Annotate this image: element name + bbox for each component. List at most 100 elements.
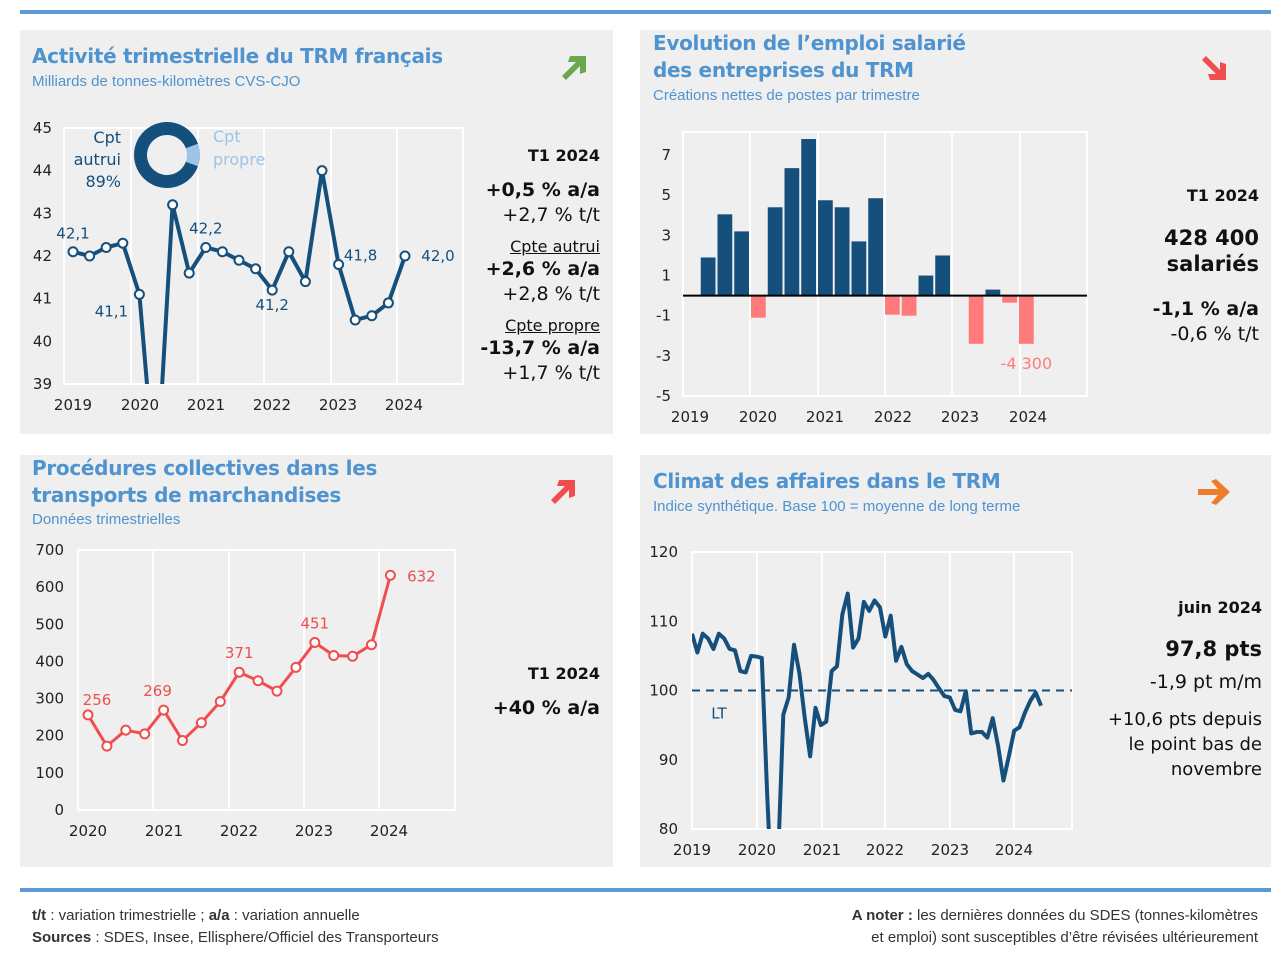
- x-tick-label: 2024: [370, 822, 408, 840]
- note-text: les dernières données du SDES (tonnes-ki…: [912, 907, 1258, 924]
- arrow-up-right-red-icon: [551, 480, 575, 504]
- data-point: [216, 246, 228, 258]
- title-line: Evolution de l’emploi salarié: [653, 31, 966, 55]
- bar: [885, 295, 900, 315]
- data-label: 256: [83, 691, 112, 709]
- propre-tt: +1,7 % t/t: [502, 362, 600, 384]
- arrow-right-orange-icon: [1198, 479, 1230, 505]
- y-tick-label: 700: [35, 541, 64, 559]
- data-point: [101, 740, 113, 752]
- x-tick-label: 2023: [941, 408, 979, 426]
- y-tick-label: 42: [33, 247, 52, 265]
- y-tick-label: 200: [35, 727, 64, 745]
- y-tick-label: 100: [649, 682, 678, 700]
- tt-text: : variation trimestrielle ;: [46, 907, 209, 924]
- tt-abbr: t/t: [32, 907, 47, 924]
- note-label: A noter :: [851, 907, 913, 924]
- bar: [751, 295, 766, 318]
- y-tick-label: 100: [35, 764, 64, 782]
- panel-insolvency: [20, 455, 613, 867]
- data-label: -4 300: [1001, 354, 1053, 373]
- bar: [901, 295, 917, 316]
- climate-note: novembre: [1170, 759, 1262, 780]
- footer-right: A noter : les dernières données du SDES …: [852, 905, 1258, 949]
- series-line: [692, 591, 1043, 829]
- data-point: [120, 724, 132, 736]
- y-tick-label: 43: [33, 204, 52, 222]
- period: T1 2024: [527, 664, 600, 683]
- data-point: [158, 704, 170, 716]
- data-label: 451: [300, 614, 329, 632]
- plot-frame: [77, 549, 456, 811]
- x-tick-label: 2020: [739, 408, 777, 426]
- employees-unit: salariés: [1166, 252, 1259, 276]
- data-point: [366, 310, 378, 322]
- climate-summary: juin 2024 97,8 pts -1,9 pt m/m +10,6 pts…: [1108, 598, 1262, 782]
- y-tick-label: 600: [35, 578, 64, 596]
- sources-label: Sources: [32, 929, 92, 946]
- bar: [1019, 295, 1034, 344]
- donut-label: Cpt: [213, 127, 241, 146]
- panel-activity: [20, 30, 613, 434]
- data-point: [382, 297, 394, 309]
- autrui-tt: +2,8 % t/t: [502, 283, 600, 305]
- x-tick-label: 2022: [874, 408, 912, 426]
- data-point: [271, 685, 283, 697]
- bar: [767, 207, 783, 296]
- data-point: [100, 241, 112, 253]
- bar: [918, 275, 934, 296]
- period: T1 2024: [1186, 186, 1259, 205]
- panel-title: Activité trimestrielle du TRM français: [32, 44, 443, 68]
- panel-subtitle: Milliards de tonnes-kilomètres CVS-CJO: [32, 73, 301, 90]
- data-point: [309, 636, 321, 648]
- y-tick-label: 300: [35, 690, 64, 708]
- bar: [801, 139, 816, 296]
- data-point: [200, 241, 212, 253]
- employment-aa: -1,1 % a/a: [1152, 298, 1259, 320]
- x-tick-label: 2024: [385, 396, 423, 414]
- data-point: [266, 284, 278, 296]
- title-line: des entreprises du TRM: [653, 58, 914, 82]
- x-tick-label: 2022: [253, 396, 291, 414]
- arrow-down-right-red-icon: [1202, 56, 1226, 80]
- y-tick-label: 0: [54, 801, 64, 819]
- donut-slice: [134, 122, 199, 189]
- y-tick-label: 3: [661, 226, 671, 244]
- data-point: [84, 250, 96, 262]
- bar: [1002, 295, 1017, 303]
- data-label: 371: [225, 644, 254, 662]
- x-tick-label: 2021: [803, 841, 841, 859]
- data-label: 42,2: [189, 219, 222, 237]
- x-tick-label: 2023: [931, 841, 969, 859]
- x-tick-label: 2020: [738, 841, 776, 859]
- aa-abbr: a/a: [208, 907, 230, 924]
- climate-value: 97,8 pts: [1165, 637, 1262, 661]
- y-tick-label: 41: [33, 290, 52, 308]
- x-tick-label: 2019: [671, 408, 709, 426]
- bar: [868, 198, 883, 296]
- panel-subtitle: Indice synthétique. Base 100 = moyenne d…: [653, 498, 1021, 515]
- y-tick-label: 1: [661, 267, 671, 285]
- y-tick-label: 39: [33, 375, 52, 393]
- x-tick-label: 2023: [295, 822, 333, 840]
- y-tick-label: 7: [661, 146, 671, 164]
- employment-tt: -0,6 % t/t: [1170, 323, 1259, 345]
- data-point: [177, 735, 188, 747]
- employment-summary: T1 2024 428 400 salariés -1,1 % a/a -0,6…: [1153, 186, 1259, 347]
- insolvency-aa: +40 % a/a: [492, 697, 600, 719]
- donut-label: autrui: [74, 150, 121, 169]
- y-tick-label: -1: [656, 307, 671, 325]
- bar: [968, 295, 984, 344]
- data-point: [349, 314, 361, 326]
- title-line: Procédures collectives dans les: [32, 456, 378, 480]
- y-tick-label: -5: [656, 387, 671, 405]
- top-rule: [20, 10, 1271, 14]
- bottom-rule: [20, 888, 1271, 892]
- x-tick-label: 2021: [187, 396, 225, 414]
- panel-business-climate: [640, 455, 1271, 867]
- autrui-aa: +2,6 % a/a: [485, 258, 600, 280]
- x-tick-label: 2022: [866, 841, 904, 859]
- period: juin 2024: [1178, 598, 1262, 617]
- insolvency-summary: T1 2024 +40 % a/a: [493, 664, 600, 719]
